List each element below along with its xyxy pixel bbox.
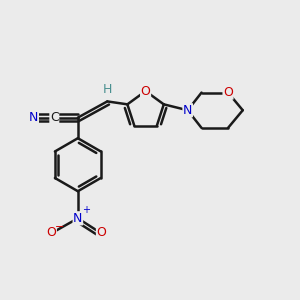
Text: N: N <box>73 212 83 225</box>
Text: O: O <box>97 226 106 239</box>
Text: O: O <box>141 85 151 98</box>
Text: C: C <box>50 111 59 124</box>
Text: O: O <box>46 226 56 239</box>
Text: −: − <box>55 222 64 232</box>
Text: O: O <box>223 86 233 99</box>
Text: +: + <box>82 205 90 215</box>
Text: N: N <box>29 111 38 124</box>
Text: N: N <box>183 104 192 117</box>
Text: H: H <box>103 82 112 95</box>
